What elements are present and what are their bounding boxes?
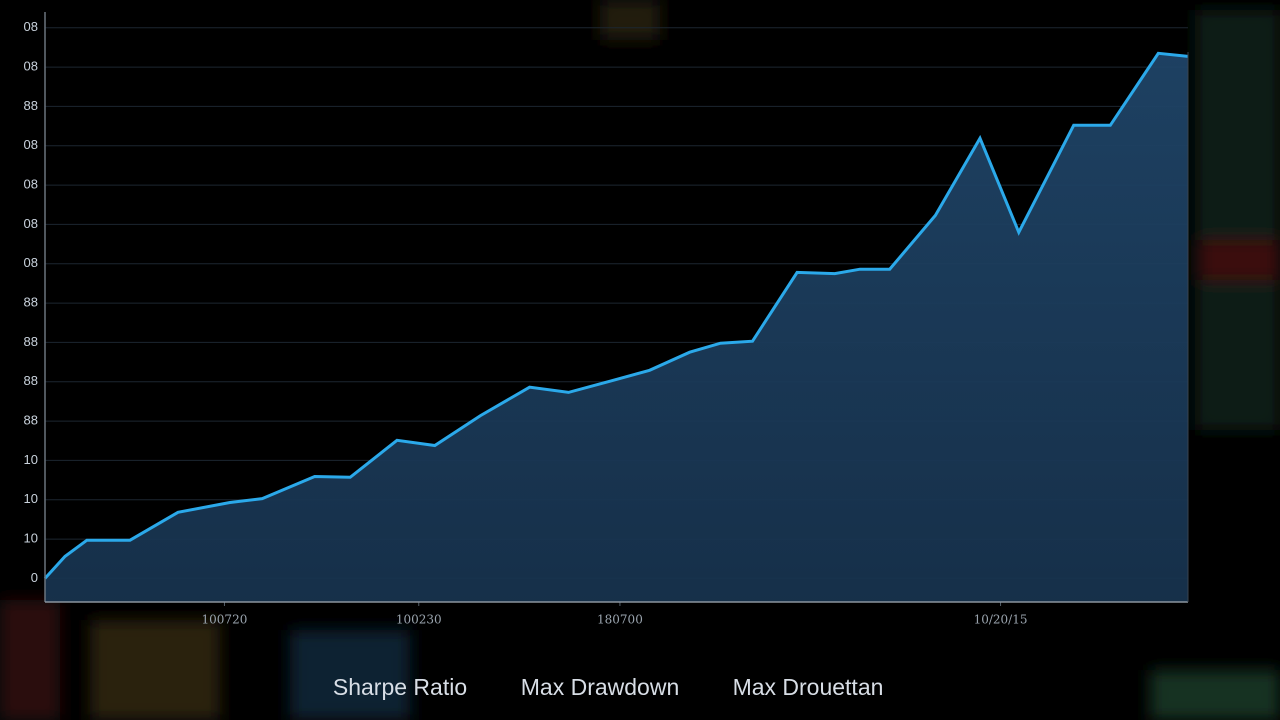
y-tick-label: 10 xyxy=(24,531,38,546)
y-tick-label: 88 xyxy=(24,295,38,310)
x-tick-label: 10/20/15 xyxy=(974,613,1028,627)
y-tick-label: 10 xyxy=(24,452,38,467)
stat-label: Max Drouettan xyxy=(733,674,884,700)
y-tick-label: 10 xyxy=(24,491,38,506)
y-tick-label: 88 xyxy=(24,413,38,428)
x-tick-label: 100720 xyxy=(202,613,248,627)
line xyxy=(43,51,1189,580)
y-tick-label: 08 xyxy=(24,59,38,74)
y-tick-label: 08 xyxy=(24,255,38,270)
stat-label: Max Drawdown xyxy=(521,674,680,700)
y-tick-label: 0 xyxy=(31,570,38,585)
y-tick-label: 88 xyxy=(24,373,38,388)
y-tick-label: 08 xyxy=(24,177,38,192)
stat-label: Sharpe Ratio xyxy=(333,674,467,700)
x-tick-label: 100230 xyxy=(396,613,442,627)
y-tick-label: 08 xyxy=(24,137,38,152)
y-tick-label: 88 xyxy=(24,334,38,349)
area xyxy=(45,53,1188,603)
y-tick-label: 88 xyxy=(24,98,38,113)
y-tick-label: 08 xyxy=(24,216,38,231)
y-tick-label: 08 xyxy=(24,19,38,34)
x-tick-label: 180700 xyxy=(597,613,643,627)
